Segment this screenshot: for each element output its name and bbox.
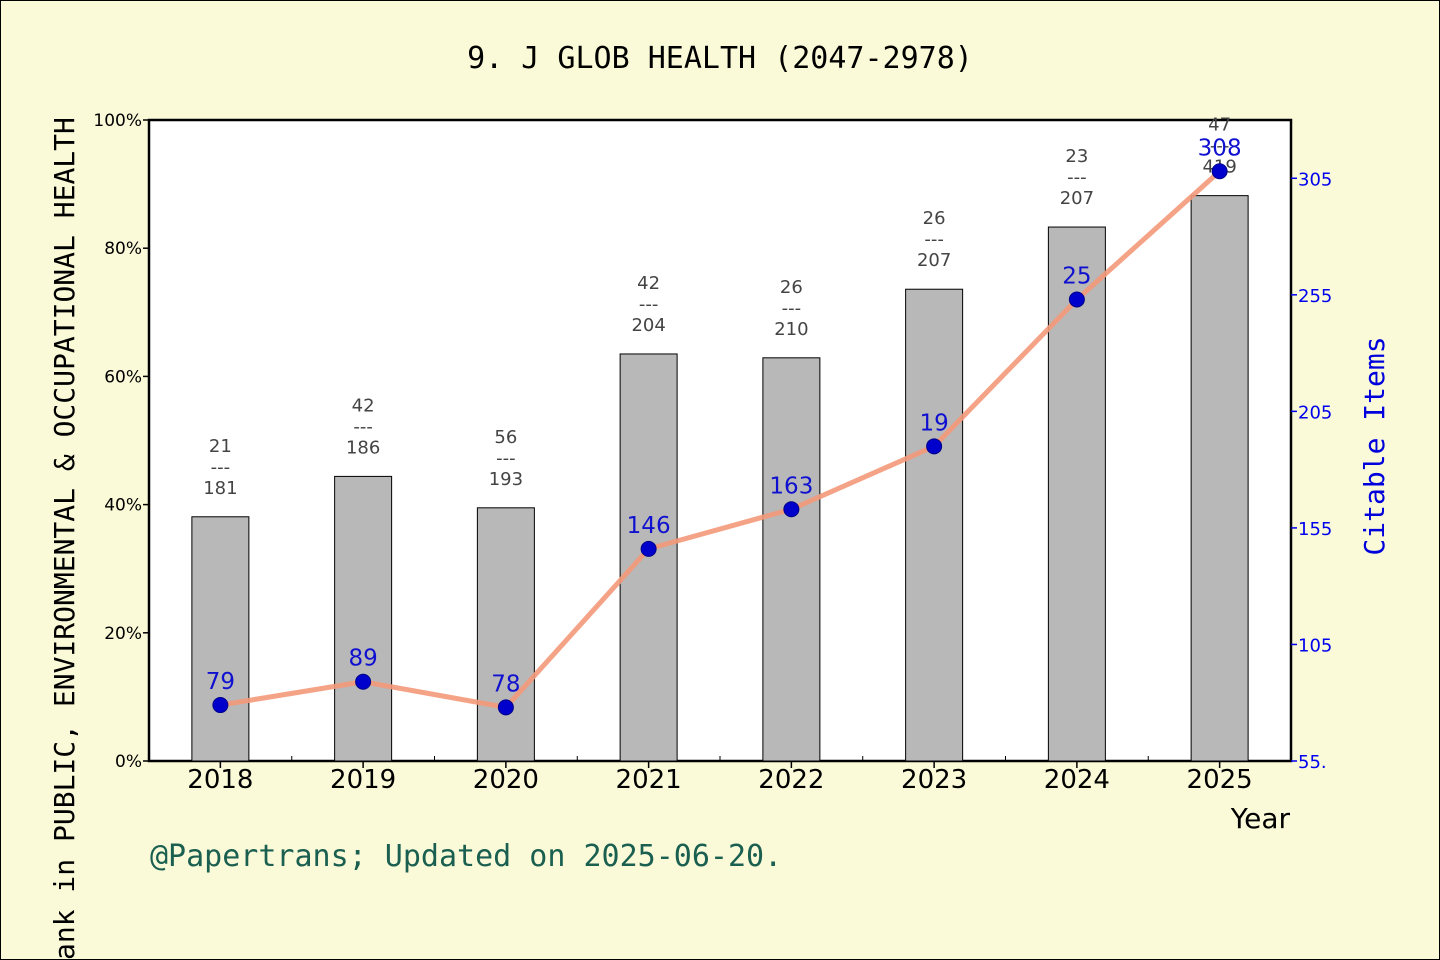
bar-fraction-separator: --- <box>1210 136 1230 157</box>
y-right-tick-label: 105 <box>1298 635 1332 656</box>
y-axis-left-label: ank in PUBLIC, ENVIRONMENTAL & OCCUPATIO… <box>48 117 81 960</box>
chart-title: 9. J GLOB HEALTH (2047-2978) <box>467 41 973 76</box>
y-right-tick-label: 205 <box>1298 402 1332 423</box>
x-tick-label: 2022 <box>758 765 824 795</box>
citable-point-2019 <box>355 673 372 690</box>
y-right-tick-label: 55. <box>1298 752 1327 773</box>
citable-point-2025 <box>1211 163 1228 180</box>
x-tick-label: 2020 <box>473 765 539 795</box>
citable-point-label: 78 <box>491 671 520 697</box>
bar-fraction-separator: --- <box>639 294 659 315</box>
bar-rank-label: 56 <box>494 427 517 448</box>
bar-total-label: 207 <box>1060 188 1094 209</box>
bar-fraction-separator: --- <box>782 298 802 319</box>
citable-point-label: 89 <box>348 646 377 672</box>
x-tick-label: 2025 <box>1187 765 1253 795</box>
y-left-tick-label: 100% <box>93 111 142 131</box>
x-tick-label: 2018 <box>187 765 253 795</box>
plot-area <box>147 118 1293 763</box>
bar-total-label: 207 <box>917 250 951 271</box>
bar-2022 <box>762 357 821 762</box>
x-tick-label: 2024 <box>1044 765 1110 795</box>
bar-total-label: 181 <box>203 478 237 499</box>
x-axis-label: Year <box>1230 802 1291 835</box>
citable-point-label: 308 <box>1198 135 1242 161</box>
x-tick-label: 2019 <box>330 765 396 795</box>
bar-total-label: 193 <box>489 469 523 490</box>
citable-point-2018 <box>212 697 229 714</box>
y-right-tick-label: 305 <box>1298 169 1332 190</box>
bar-fraction-separator: --- <box>924 229 944 250</box>
citable-line-layer: 79 89 78 146 163 19 25 308 <box>206 135 1242 716</box>
y-right-tick-label: 255 <box>1298 286 1332 307</box>
citable-point-2020 <box>497 699 514 716</box>
bar-rank-label: 42 <box>637 273 660 294</box>
citable-point-label: 146 <box>627 513 671 539</box>
x-tick-label: 2023 <box>901 765 967 795</box>
bar-2023 <box>905 288 964 762</box>
y-left-tick-label: 80% <box>104 239 142 259</box>
citable-point-label: 19 <box>919 410 948 436</box>
bar-rank-label: 42 <box>352 395 375 416</box>
bar-2018 <box>191 516 250 762</box>
x-tick-label: 2021 <box>616 765 682 795</box>
bar-2019 <box>334 475 393 762</box>
y-axis-right-label: Citable Items <box>1358 336 1391 555</box>
bar-fraction-separator: --- <box>1067 167 1087 188</box>
footer-credit: @Papertrans; Updated on 2025-06-20. <box>150 839 782 874</box>
bar-rank-label: 23 <box>1065 146 1088 167</box>
citable-point-label: 163 <box>769 473 813 499</box>
citable-point-label: 79 <box>206 669 235 695</box>
y-left-tick-label: 60% <box>104 367 142 387</box>
y-left-tick-label: 40% <box>104 496 142 516</box>
bar-2021 <box>619 353 678 762</box>
citable-point-2022 <box>783 501 800 518</box>
bar-fraction-separator: --- <box>353 416 373 437</box>
citable-point-2023 <box>926 438 943 455</box>
citable-point-2021 <box>640 540 657 557</box>
y-right-tick-label: 155 <box>1298 519 1332 540</box>
bar-rank-label: 21 <box>209 436 232 457</box>
citable-point-2024 <box>1068 291 1085 308</box>
axes-layer: 0% 20% 40% 60% 80% 100% 55. 105 155 205 255 305 2018… <box>93 111 1332 795</box>
bar-2025 <box>1190 195 1249 762</box>
bar-rank-label: 26 <box>780 277 803 298</box>
bar-2020 <box>476 507 535 762</box>
bar-total-label: 186 <box>346 437 380 458</box>
y-left-tick-label: 20% <box>104 624 142 644</box>
bar-rank-label: 47 <box>1208 115 1231 136</box>
bar-total-label: 210 <box>774 319 808 340</box>
bar-rank-label: 26 <box>923 208 946 229</box>
bar-fraction-separator: --- <box>496 448 516 469</box>
y-left-tick-label: 0% <box>115 752 142 772</box>
bar-fraction-separator: --- <box>211 457 231 478</box>
citable-items-line <box>219 169 1222 710</box>
citable-point-label: 25 <box>1062 263 1091 289</box>
bar-total-label: 204 <box>631 315 665 336</box>
